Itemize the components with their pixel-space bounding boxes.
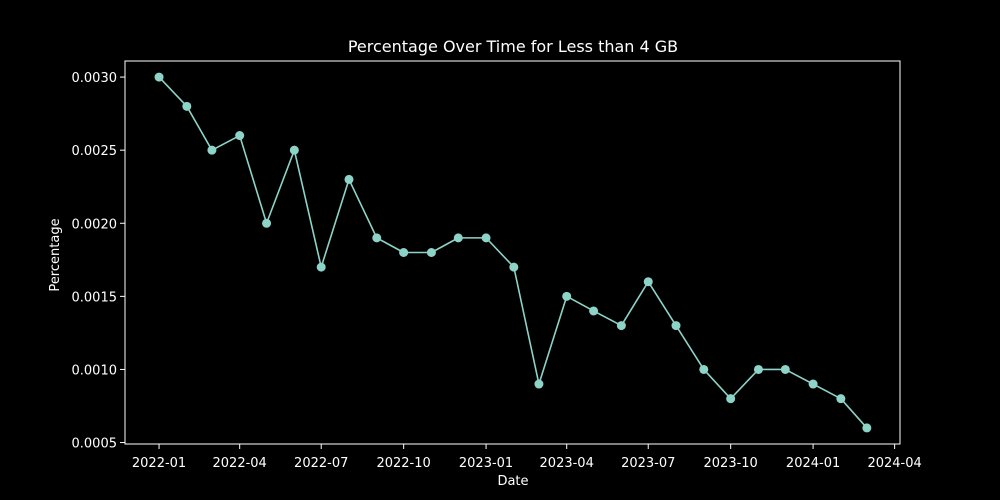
data-point (453, 233, 463, 243)
data-point (753, 364, 763, 374)
data-point (726, 394, 736, 404)
axis-ticks: 0.0005 0.0010 0.0015 0.0020 0.0025 0.0030 2022… (72, 71, 922, 471)
data-point (207, 145, 217, 155)
y-tick-label: 0.0015 (72, 290, 118, 305)
x-tick-label: 2024-04 (867, 456, 921, 471)
x-axis-title: Date (497, 474, 528, 489)
data-point (836, 394, 846, 404)
y-tick-label: 0.0005 (72, 437, 118, 452)
data-point (399, 248, 409, 257)
data-point (534, 379, 544, 389)
plot-area-frame (124, 60, 901, 445)
y-tick-label: 0.0010 (72, 363, 118, 378)
data-point (862, 423, 872, 433)
data-point (616, 321, 626, 331)
x-tick-label: 2022-04 (213, 456, 267, 471)
x-tick-label: 2024-01 (786, 456, 840, 471)
x-tick-label: 2022-07 (294, 456, 348, 471)
data-point (372, 233, 382, 243)
y-axis-title: Percentage (48, 218, 63, 291)
y-tick-label: 0.0030 (72, 71, 118, 86)
data-point (643, 277, 653, 287)
data-point (699, 364, 709, 374)
x-tick-label: 2023-07 (621, 456, 675, 471)
data-point (289, 145, 299, 155)
data-point (182, 101, 192, 111)
x-tick-label: 2022-01 (132, 456, 186, 471)
data-point (562, 291, 572, 301)
data-point (509, 262, 519, 272)
x-tick-label: 2023-01 (459, 456, 513, 471)
x-tick-label: 2023-04 (540, 456, 594, 471)
data-point (481, 233, 491, 243)
x-tick-label: 2023-10 (704, 456, 758, 471)
x-tick-label: 2022-10 (376, 456, 430, 471)
series-line (158, 76, 868, 429)
data-point (426, 248, 436, 257)
data-point (808, 379, 818, 389)
data-point (671, 321, 681, 331)
data-series (154, 72, 872, 433)
chart-title: Percentage Over Time for Less than 4 GB (348, 37, 678, 56)
data-point (780, 364, 790, 374)
data-point (262, 218, 272, 228)
y-tick-label: 0.0025 (72, 144, 118, 159)
y-tick-label: 0.0020 (72, 217, 118, 232)
data-point (316, 262, 326, 272)
data-point (344, 174, 354, 184)
data-point (589, 306, 599, 316)
data-point (235, 131, 245, 141)
data-point (154, 72, 164, 82)
